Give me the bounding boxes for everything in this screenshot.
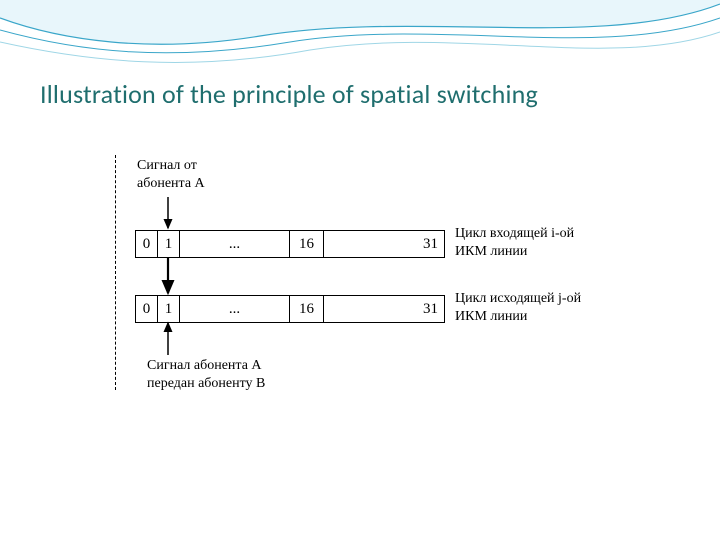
wave-header <box>0 0 720 80</box>
wave-fill <box>0 0 720 44</box>
wave-line-3 <box>0 32 720 62</box>
wave-line-2 <box>0 18 720 53</box>
wave-line-1 <box>0 4 720 44</box>
page-title: Illustration of the principle of spatial… <box>40 78 538 110</box>
arrows-layer <box>85 165 645 395</box>
spatial-switching-diagram: Сигнал от абонента А 0 1 ... 16 31 Цикл … <box>85 165 645 395</box>
